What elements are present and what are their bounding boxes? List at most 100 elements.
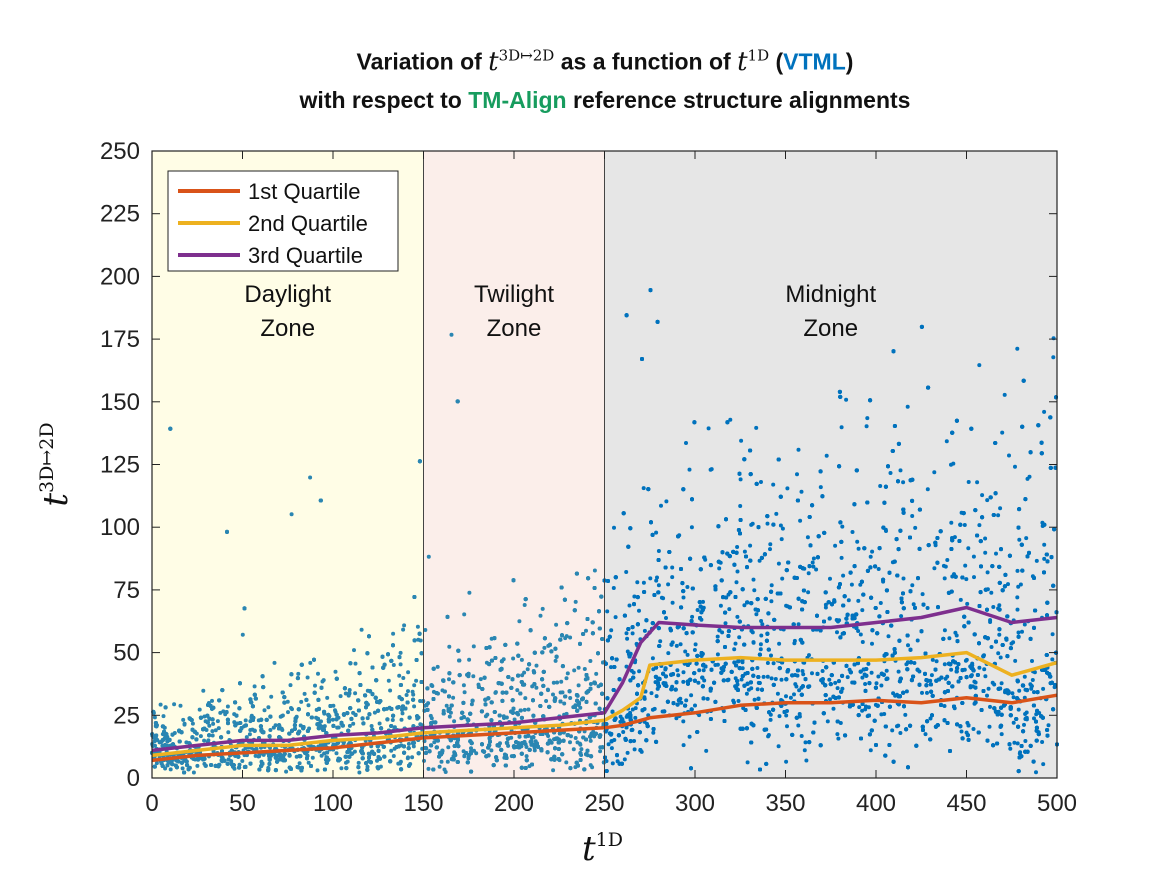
scatter-point <box>489 748 494 753</box>
scatter-point <box>693 642 698 647</box>
scatter-point <box>372 710 377 715</box>
scatter-point <box>630 631 635 636</box>
scatter-point <box>1000 430 1005 435</box>
scatter-point <box>893 693 898 698</box>
scatter-point <box>941 563 946 568</box>
scatter-point <box>1041 686 1046 691</box>
scatter-point <box>945 558 950 562</box>
scatter-point <box>728 417 733 422</box>
scatter-point <box>795 472 799 477</box>
scatter-point <box>344 760 348 765</box>
scatter-point <box>522 707 527 712</box>
scatter-point <box>399 717 404 722</box>
scatter-point <box>888 471 893 475</box>
scatter-point <box>391 663 396 667</box>
scatter-point <box>158 702 163 707</box>
scatter-point <box>982 667 987 672</box>
scatter-point <box>375 758 379 763</box>
scatter-point <box>949 667 954 672</box>
scatter-point <box>898 731 903 735</box>
scatter-point <box>681 679 686 684</box>
scatter-point <box>625 750 630 755</box>
scatter-point <box>715 662 720 667</box>
scatter-point <box>942 628 947 633</box>
scatter-point <box>412 704 417 709</box>
scatter-point <box>447 677 451 682</box>
scatter-point <box>404 693 409 697</box>
scatter-point <box>963 658 968 663</box>
scatter-point <box>1046 723 1051 728</box>
scatter-point <box>777 641 782 646</box>
scatter-point <box>692 648 697 652</box>
scatter-point <box>512 717 517 722</box>
scatter-point <box>923 732 928 737</box>
scatter-point <box>190 721 195 726</box>
scatter-point <box>947 636 952 641</box>
scatter-point <box>833 543 838 548</box>
scatter-point <box>681 595 686 600</box>
scatter-point <box>769 676 774 681</box>
scatter-point <box>949 462 953 467</box>
scatter-point <box>406 689 410 694</box>
scatter-point <box>811 556 816 561</box>
scatter-point <box>971 727 976 731</box>
scatter-point <box>588 659 593 663</box>
scatter-point <box>928 716 933 721</box>
scatter-point <box>392 725 397 730</box>
scatter-point <box>650 656 655 661</box>
scatter-point <box>953 630 958 635</box>
scatter-point <box>901 480 906 485</box>
scatter-point <box>769 599 774 604</box>
scatter-point <box>197 707 202 712</box>
scatter-point <box>687 467 692 472</box>
scatter-point <box>797 714 802 719</box>
scatter-point <box>778 523 783 528</box>
scatter-point <box>389 748 394 753</box>
scatter-point <box>779 537 784 542</box>
scatter-point <box>289 706 293 710</box>
scatter-point <box>966 546 971 551</box>
scatter-point <box>775 691 780 696</box>
scatter-point <box>896 723 901 728</box>
scatter-point <box>654 530 659 535</box>
scatter-point <box>252 684 257 689</box>
scatter-point <box>735 545 740 549</box>
scatter-point <box>418 699 423 703</box>
scatter-point <box>573 599 578 604</box>
scatter-point <box>718 603 723 608</box>
scatter-point <box>705 696 710 701</box>
scatter-point <box>840 524 845 529</box>
scatter-point <box>996 513 1001 518</box>
scatter-point <box>771 482 776 487</box>
scatter-point <box>999 681 1004 686</box>
scatter-point <box>804 758 809 763</box>
scatter-point <box>579 747 584 752</box>
scatter-point <box>1015 741 1020 746</box>
scatter-point <box>784 759 789 764</box>
scatter-point <box>555 680 560 685</box>
scatter-point <box>299 699 304 704</box>
scatter-point <box>915 638 920 643</box>
scatter-point <box>588 763 593 768</box>
scatter-point <box>288 683 293 688</box>
scatter-point <box>511 656 516 661</box>
scatter-point <box>551 680 556 685</box>
scatter-point <box>742 603 747 608</box>
scatter-point <box>857 705 862 710</box>
scatter-point <box>771 661 776 666</box>
scatter-point <box>750 521 755 526</box>
scatter-point <box>849 582 854 587</box>
scatter-point <box>1020 629 1024 634</box>
scatter-point <box>572 668 577 673</box>
scatter-point <box>810 671 814 676</box>
scatter-point <box>1007 453 1011 458</box>
scatter-point <box>415 624 420 629</box>
scatter-point <box>991 605 996 609</box>
scatter-point <box>858 632 863 637</box>
scatter-point <box>988 620 993 624</box>
scatter-point <box>785 724 789 729</box>
scatter-point <box>689 525 694 530</box>
scatter-point <box>333 669 338 674</box>
scatter-point <box>334 751 339 756</box>
